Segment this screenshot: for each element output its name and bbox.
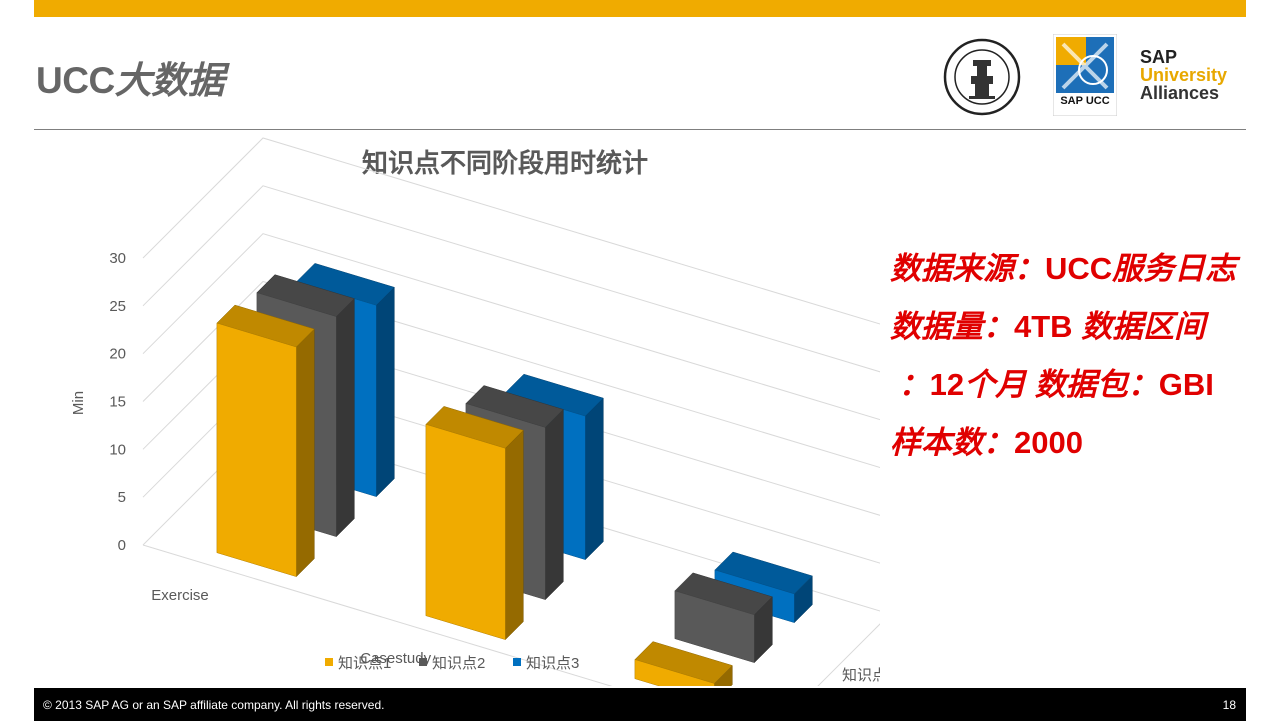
chart-3d-bar: 知识点不同阶段用时统计 0 5 10 15 20 25 30 Min Exercise Casest… [70,137,880,686]
data-info-panel: 数据来源：UCC服务日志 数据量：4TB 数据区间 ：12个月 数据包：GBI … [890,240,1236,472]
bar [674,590,755,663]
bar-side [376,286,395,498]
bar-side [505,429,524,641]
gridline [142,280,880,469]
y-tick-label: 5 [118,489,126,506]
bar-side [336,298,355,538]
sap-logo-line3: Alliances [1140,83,1220,103]
info-line-period: ：12个月 数据包：GBI [898,367,1214,402]
info-line-samples: 样本数：2000 [890,425,1083,460]
y-tick-label: 20 [109,346,126,363]
info-line-source: 数据来源：UCC服务日志 [890,251,1237,286]
sap-ucc-logo: SAP UCC [1052,33,1118,117]
slide-title-cjk: 大数据 [114,60,225,101]
gridline [142,185,880,373]
info-line-volume: 数据量：4TB 数据区间 [890,309,1206,344]
top-accent-bar [34,0,1246,17]
depth-axis-label: 知识点2 [842,667,880,684]
legend-swatch [325,658,333,666]
gridline [142,233,880,421]
legend-label: 知识点1 [338,655,391,672]
gridline [142,137,880,325]
floor-edge [142,544,880,686]
title-divider [34,129,1246,130]
university-seal-icon [943,38,1021,116]
slide-title-latin: UCC [36,60,115,101]
legend-label: 知识点2 [432,655,485,672]
chart-title: 知识点不同阶段用时统计 [362,148,648,178]
category-label: Casestudy [360,650,431,667]
sap-university-alliances-logo: SAP University Alliances [1140,48,1227,102]
y-tick-label: 0 [118,537,126,554]
legend-swatch [419,658,427,666]
y-tick-label: 25 [109,298,126,315]
bar [216,322,297,577]
bar [634,659,715,686]
footer-copyright: © 2013 SAP AG or an SAP affiliate compan… [43,698,385,712]
y-axis-title: Min [70,391,87,415]
legend-label: 知识点3 [526,655,579,672]
bar-side [585,397,604,561]
sap-logo-line2: University [1140,65,1228,85]
bar-side [296,328,315,578]
bar [425,424,506,640]
slide-title: UCC大数据 [36,50,225,104]
category-label: Exercise [151,587,209,604]
y-tick-label: 10 [109,441,126,458]
footer-page-number: 18 [1222,698,1236,712]
y-tick-label: 15 [109,394,126,411]
ucc-logo-label: SAP UCC [1060,95,1109,107]
legend-swatch [513,658,521,666]
sap-logo-line1: SAP [1140,47,1178,67]
footer-bar: © 2013 SAP AG or an SAP affiliate compan… [34,688,1246,721]
y-tick-label: 30 [109,250,126,267]
bar-side [545,408,564,601]
